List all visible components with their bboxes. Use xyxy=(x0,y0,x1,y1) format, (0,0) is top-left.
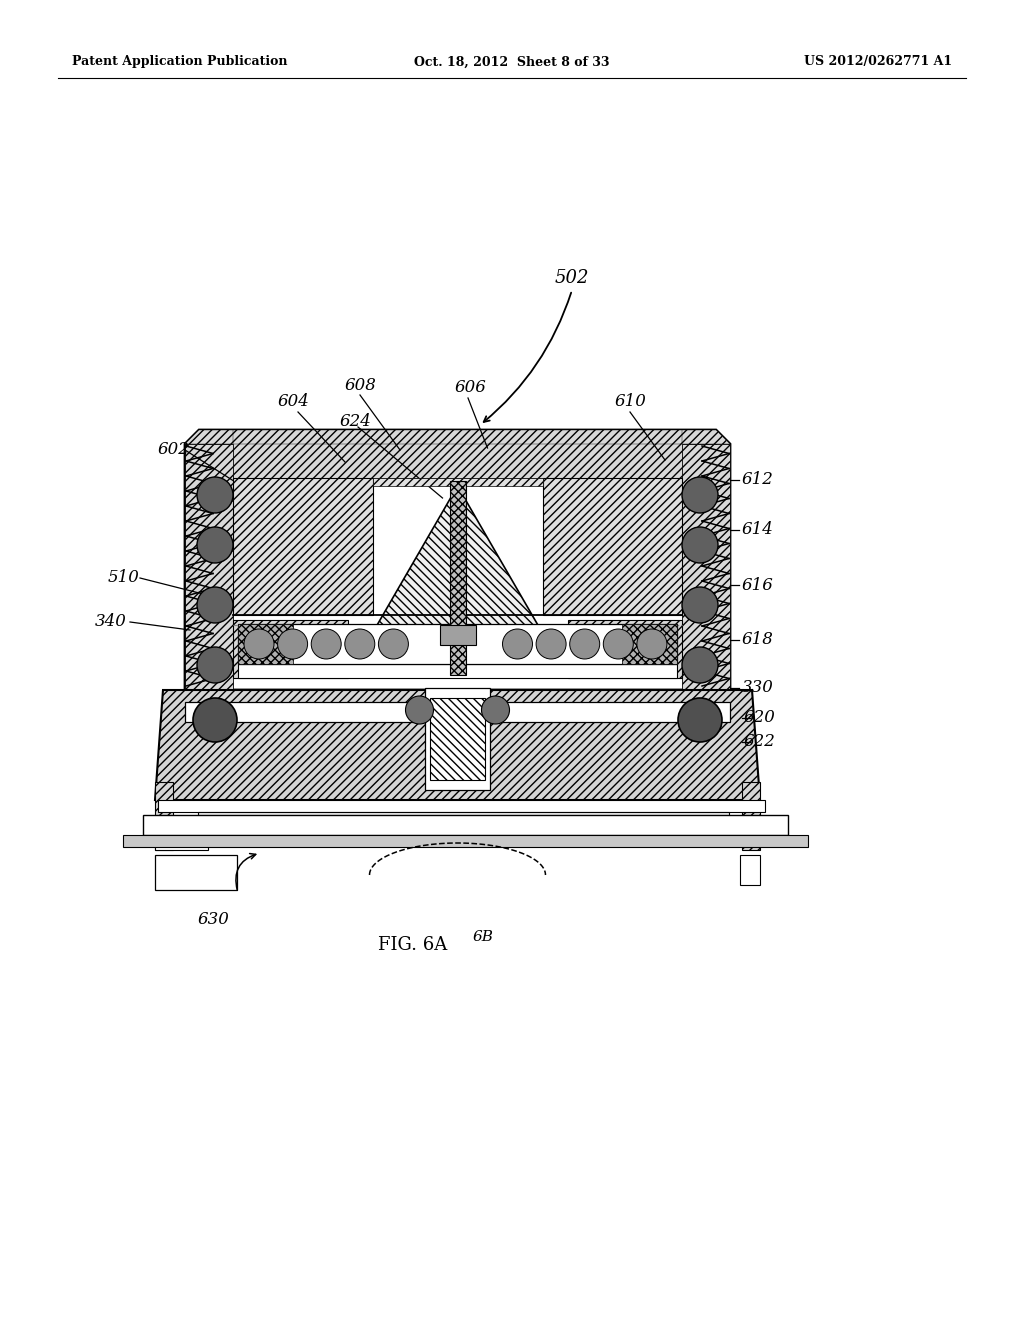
Circle shape xyxy=(197,647,233,682)
Text: 618: 618 xyxy=(742,631,774,648)
Bar xyxy=(238,664,677,678)
Polygon shape xyxy=(682,430,730,444)
Polygon shape xyxy=(199,430,716,444)
Polygon shape xyxy=(233,478,373,615)
Polygon shape xyxy=(155,781,173,850)
Circle shape xyxy=(537,630,566,659)
Circle shape xyxy=(197,527,233,564)
Text: 602: 602 xyxy=(158,441,189,458)
Text: 510: 510 xyxy=(108,569,140,586)
Polygon shape xyxy=(373,478,543,486)
Circle shape xyxy=(197,477,233,513)
Bar xyxy=(430,698,485,780)
Circle shape xyxy=(682,587,718,623)
Bar xyxy=(238,624,293,664)
Polygon shape xyxy=(185,430,233,444)
Text: US 2012/0262771 A1: US 2012/0262771 A1 xyxy=(804,55,952,69)
Circle shape xyxy=(682,647,718,682)
Circle shape xyxy=(637,630,667,659)
Polygon shape xyxy=(742,781,760,850)
Circle shape xyxy=(569,630,600,659)
Text: 624: 624 xyxy=(340,413,372,430)
Text: 608: 608 xyxy=(345,376,377,393)
Circle shape xyxy=(244,630,274,659)
Circle shape xyxy=(311,630,341,659)
Polygon shape xyxy=(682,444,730,690)
Text: 610: 610 xyxy=(615,393,647,411)
Text: FIG. 6A: FIG. 6A xyxy=(378,936,447,954)
Circle shape xyxy=(603,630,633,659)
Polygon shape xyxy=(185,444,233,690)
Bar xyxy=(158,800,765,812)
Circle shape xyxy=(503,630,532,659)
Text: Patent Application Publication: Patent Application Publication xyxy=(72,55,288,69)
Bar xyxy=(155,855,237,890)
Circle shape xyxy=(278,630,307,659)
Circle shape xyxy=(193,698,237,742)
Text: 340: 340 xyxy=(95,614,127,631)
Polygon shape xyxy=(155,690,760,800)
Text: 6B: 6B xyxy=(472,931,494,944)
Polygon shape xyxy=(155,820,208,850)
Text: 616: 616 xyxy=(742,577,774,594)
Circle shape xyxy=(197,587,233,623)
Polygon shape xyxy=(373,486,543,634)
Text: 612: 612 xyxy=(742,471,774,488)
Bar xyxy=(425,688,490,789)
Polygon shape xyxy=(567,620,682,678)
Circle shape xyxy=(379,630,409,659)
Circle shape xyxy=(682,477,718,513)
Polygon shape xyxy=(185,430,730,690)
Text: 614: 614 xyxy=(742,521,774,539)
Bar xyxy=(740,855,760,884)
Polygon shape xyxy=(233,620,347,678)
Polygon shape xyxy=(543,478,682,615)
Text: 606: 606 xyxy=(455,380,486,396)
Circle shape xyxy=(406,696,433,723)
Bar xyxy=(143,814,788,836)
Bar xyxy=(439,624,475,645)
Circle shape xyxy=(345,630,375,659)
Bar xyxy=(198,812,729,820)
Bar xyxy=(450,480,466,675)
Text: 502: 502 xyxy=(555,269,590,286)
Text: 604: 604 xyxy=(278,393,310,411)
Circle shape xyxy=(481,696,510,723)
Circle shape xyxy=(682,527,718,564)
Bar xyxy=(123,836,808,847)
Text: 622: 622 xyxy=(744,734,776,751)
Text: 630: 630 xyxy=(198,912,229,928)
Polygon shape xyxy=(199,430,716,478)
Bar xyxy=(622,624,677,664)
Bar xyxy=(185,702,730,722)
Circle shape xyxy=(678,698,722,742)
Text: 330: 330 xyxy=(742,680,774,697)
Text: Oct. 18, 2012  Sheet 8 of 33: Oct. 18, 2012 Sheet 8 of 33 xyxy=(415,55,609,69)
Text: 620: 620 xyxy=(744,710,776,726)
Bar xyxy=(238,624,677,664)
